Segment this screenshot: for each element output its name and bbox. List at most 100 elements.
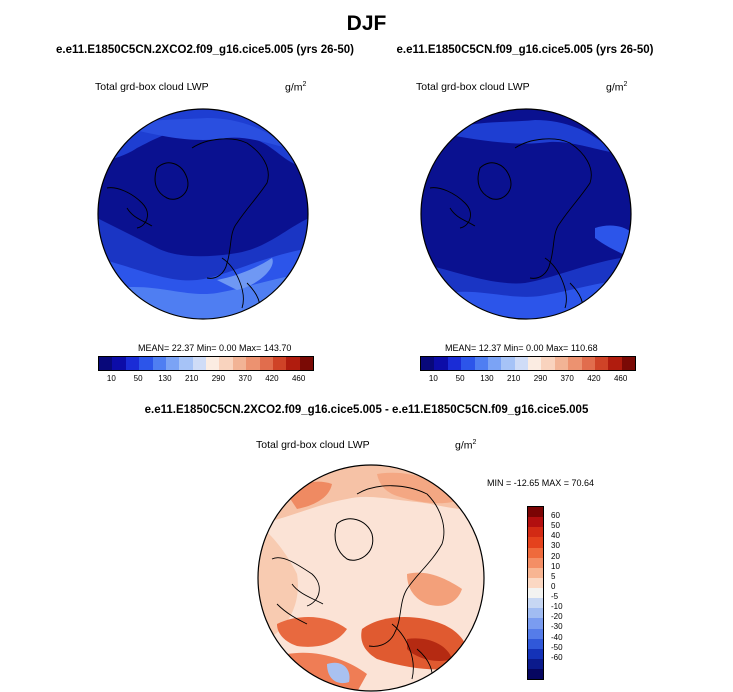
colorbar-tick-label: 30 xyxy=(551,541,560,551)
right-coast-eurasia xyxy=(514,138,592,279)
colorbar-tick-label: -40 xyxy=(551,632,563,642)
colorbar-swatch xyxy=(528,577,543,588)
colorbar-swatch xyxy=(286,357,300,370)
colorbar-tick-label: 5 xyxy=(551,571,556,581)
colorbar-swatch xyxy=(528,638,543,649)
colorbar-swatch xyxy=(541,357,555,370)
colorbar-swatch xyxy=(421,357,435,370)
colorbar-swatch xyxy=(554,357,569,370)
left-variable-label: Total grd-box cloud LWP xyxy=(95,81,209,93)
colorbar-swatch xyxy=(568,357,582,370)
left-coast-greenland xyxy=(154,162,189,200)
colorbar-tick-label: 130 xyxy=(158,374,172,383)
colorbar-swatch xyxy=(474,357,488,370)
colorbar-swatch xyxy=(219,357,233,370)
left-case-title: e.e11.E1850C5CN.2XCO2.f09_g16.cice5.005 … xyxy=(56,44,354,56)
colorbar-swatch xyxy=(179,357,193,370)
right-coast-greenland xyxy=(477,162,512,200)
diff-region-nordic-max xyxy=(407,638,452,661)
diff-coast-greenland xyxy=(334,518,374,561)
right-polar-map xyxy=(420,108,632,320)
right-colorbar xyxy=(420,356,636,371)
right-colorbar-labels: 10 50 130 210 290 370 420 460 xyxy=(420,374,636,386)
diff-coast-canada xyxy=(271,557,324,625)
diff-variable-label: Total grd-box cloud LWP xyxy=(256,439,370,451)
colorbar-swatch xyxy=(528,507,543,518)
colorbar-swatch xyxy=(528,669,543,680)
colorbar-swatch xyxy=(232,357,247,370)
left-stats: MEAN= 22.37 Min= 0.00 Max= 143.70 xyxy=(138,343,292,353)
left-colorbar xyxy=(98,356,314,371)
colorbar-swatch xyxy=(514,357,528,370)
colorbar-tick-label: -30 xyxy=(551,622,563,632)
colorbar-swatch xyxy=(528,648,543,659)
colorbar-swatch xyxy=(528,557,543,568)
diff-region-east-atlantic xyxy=(407,572,462,606)
colorbar-tick-label: 10 xyxy=(106,374,116,383)
colorbar-swatch xyxy=(272,357,287,370)
colorbar-tick-label: 420 xyxy=(265,374,279,383)
colorbar-swatch xyxy=(528,517,543,528)
diff-units: g/m2 xyxy=(455,439,477,452)
colorbar-tick-label: 210 xyxy=(184,374,199,383)
colorbar-tick-label: -60 xyxy=(551,652,563,662)
right-map-border xyxy=(420,108,632,320)
colorbar-swatch xyxy=(528,618,543,629)
colorbar-swatch xyxy=(434,357,448,370)
colorbar-swatch xyxy=(621,357,635,370)
colorbar-swatch xyxy=(528,547,543,558)
colorbar-tick-label: 460 xyxy=(613,374,628,383)
diff-polar-map xyxy=(257,464,485,692)
colorbar-tick-label: 10 xyxy=(551,561,560,571)
left-region-bering xyxy=(127,118,287,148)
colorbar-tick-label: 50 xyxy=(455,374,465,383)
left-units: g/m2 xyxy=(285,81,307,94)
diff-colorbar xyxy=(527,506,544,680)
colorbar-tick-label: 290 xyxy=(211,374,226,383)
diff-case-title: e.e11.E1850C5CN.2XCO2.f09_g16.cice5.005 … xyxy=(144,404,589,416)
colorbar-swatch xyxy=(528,628,543,639)
colorbar-swatch xyxy=(139,357,153,370)
left-map-border xyxy=(97,108,309,320)
colorbar-swatch xyxy=(246,357,260,370)
colorbar-swatch xyxy=(487,357,502,370)
diff-stats: MIN = -12.65 MAX = 70.64 xyxy=(487,478,595,488)
diff-coast-eurasia xyxy=(356,485,445,647)
colorbar-tick-label: -20 xyxy=(551,612,563,622)
colorbar-tick-label: 290 xyxy=(533,374,548,383)
colorbar-swatch xyxy=(528,567,543,578)
colorbar-swatch xyxy=(99,357,113,370)
colorbar-swatch xyxy=(528,588,543,599)
colorbar-tick-label: -50 xyxy=(551,642,563,652)
diff-region-arctic-pacific xyxy=(377,472,462,504)
colorbar-tick-label: -5 xyxy=(551,592,559,602)
colorbar-swatch xyxy=(447,357,462,370)
page-title: DJF xyxy=(346,12,387,35)
colorbar-tick-label: 60 xyxy=(551,511,560,521)
left-coast-canada xyxy=(106,187,153,229)
colorbar-swatch xyxy=(581,357,595,370)
right-region-atlantic xyxy=(595,225,631,258)
colorbar-swatch xyxy=(594,357,609,370)
colorbar-tick-label: 370 xyxy=(238,374,252,383)
colorbar-swatch xyxy=(206,357,220,370)
colorbar-tick-label: 130 xyxy=(480,374,494,383)
colorbar-tick-label: 50 xyxy=(133,374,143,383)
colorbar-swatch xyxy=(192,357,206,370)
colorbar-swatch xyxy=(112,357,126,370)
colorbar-tick-label: 0 xyxy=(551,581,556,591)
left-colorbar-labels: 10 50 130 210 290 370 420 460 xyxy=(98,374,314,386)
colorbar-swatch xyxy=(152,357,166,370)
colorbar-swatch xyxy=(608,357,622,370)
colorbar-swatch xyxy=(165,357,180,370)
right-stats: MEAN= 12.37 Min= 0.00 Max= 110.68 xyxy=(445,343,598,353)
left-region-high xyxy=(217,258,273,290)
colorbar-tick-label: -10 xyxy=(551,602,563,612)
colorbar-swatch xyxy=(299,357,313,370)
colorbar-tick-label: 420 xyxy=(587,374,601,383)
colorbar-tick-label: 20 xyxy=(551,551,560,561)
colorbar-swatch xyxy=(528,608,543,619)
right-coast-canada xyxy=(429,187,476,229)
colorbar-swatch xyxy=(528,598,543,609)
right-case-title: e.e11.E1850C5CN.f09_g16.cice5.005 (yrs 2… xyxy=(396,44,654,56)
